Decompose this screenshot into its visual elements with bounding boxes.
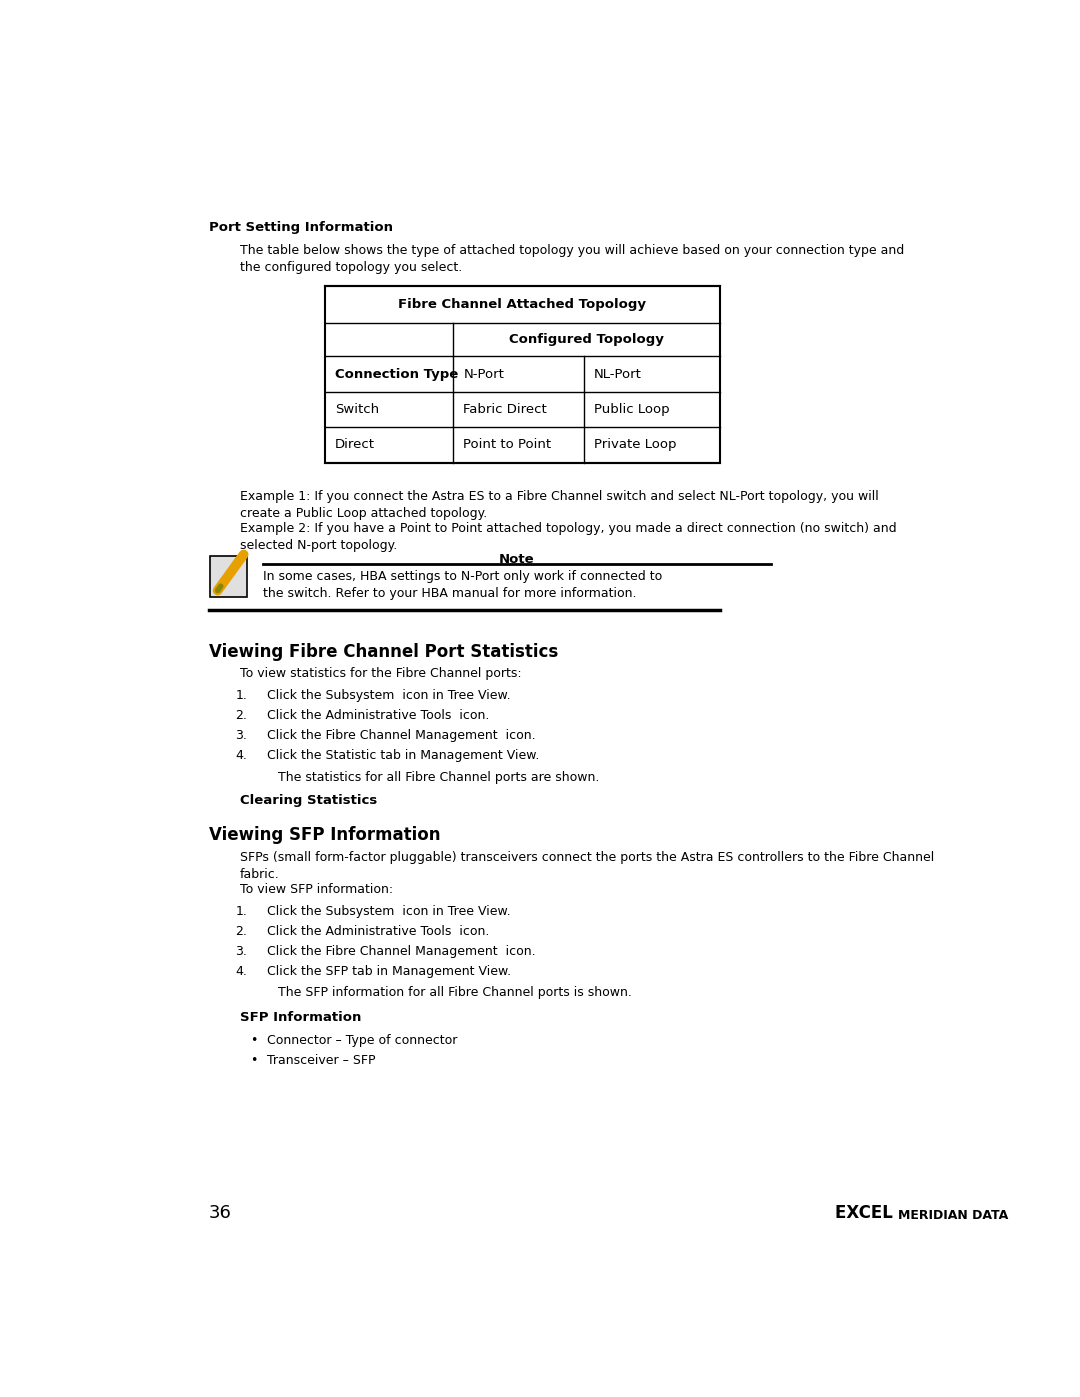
Text: Transceiver – SFP: Transceiver – SFP [267, 1053, 375, 1067]
Text: Private Loop: Private Loop [594, 439, 676, 451]
Text: Switch: Switch [335, 402, 379, 416]
Text: Click the Administrative Tools  icon.: Click the Administrative Tools icon. [267, 708, 489, 722]
Text: The SFP information for all Fibre Channel ports is shown.: The SFP information for all Fibre Channe… [279, 986, 632, 999]
Text: Click the Fibre Channel Management  icon.: Click the Fibre Channel Management icon. [267, 729, 536, 742]
Text: In some cases, HBA settings to N-Port only work if connected to
the switch. Refe: In some cases, HBA settings to N-Port on… [262, 570, 662, 601]
Text: Public Loop: Public Loop [594, 402, 670, 416]
Bar [211, 556, 247, 597]
Text: •: • [249, 1053, 257, 1067]
Text: 2.: 2. [235, 925, 247, 937]
Text: 1.: 1. [235, 689, 247, 701]
Bar [325, 286, 720, 462]
Text: Example 1: If you connect the Astra ES to a Fibre Channel switch and select NL-P: Example 1: If you connect the Astra ES t… [240, 489, 878, 520]
Text: The statistics for all Fibre Channel ports are shown.: The statistics for all Fibre Channel por… [279, 771, 599, 784]
Text: Connector – Type of connector: Connector – Type of connector [267, 1034, 457, 1046]
Text: N-Port: N-Port [463, 367, 504, 380]
Text: Click the Subsystem  icon in Tree View.: Click the Subsystem icon in Tree View. [267, 689, 511, 701]
Text: Port Setting Information: Port Setting Information [208, 221, 393, 233]
Text: Viewing SFP Information: Viewing SFP Information [208, 826, 441, 844]
Text: 4.: 4. [235, 749, 247, 761]
Text: 36: 36 [208, 1204, 231, 1222]
Text: SFP Information: SFP Information [240, 1011, 361, 1024]
Text: Click the Subsystem  icon in Tree View.: Click the Subsystem icon in Tree View. [267, 904, 511, 918]
Text: Fibre Channel Attached Topology: Fibre Channel Attached Topology [399, 298, 647, 312]
Text: Click the Fibre Channel Management  icon.: Click the Fibre Channel Management icon. [267, 944, 536, 957]
Text: EXCEL: EXCEL [835, 1204, 899, 1222]
Text: 3.: 3. [235, 729, 247, 742]
Text: Click the Statistic tab in Management View.: Click the Statistic tab in Management Vi… [267, 749, 539, 761]
Text: Point to Point: Point to Point [463, 439, 552, 451]
Text: Direct: Direct [335, 439, 375, 451]
Text: 4.: 4. [235, 964, 247, 978]
Text: Note: Note [499, 553, 535, 566]
Text: Viewing Fibre Channel Port Statistics: Viewing Fibre Channel Port Statistics [208, 643, 558, 661]
Text: Example 2: If you have a Point to Point attached topology, you made a direct con: Example 2: If you have a Point to Point … [240, 522, 896, 552]
Text: 2.: 2. [235, 708, 247, 722]
Text: To view statistics for the Fibre Channel ports:: To view statistics for the Fibre Channel… [240, 668, 522, 680]
Text: Connection Type: Connection Type [335, 367, 458, 380]
Text: Fabric Direct: Fabric Direct [463, 402, 548, 416]
Text: Clearing Statistics: Clearing Statistics [240, 793, 377, 806]
Text: 3.: 3. [235, 944, 247, 957]
Text: •: • [249, 1034, 257, 1046]
Text: SFPs (small form-factor pluggable) transceivers connect the ports the Astra ES c: SFPs (small form-factor pluggable) trans… [240, 851, 934, 880]
Text: MERIDIAN DATA: MERIDIAN DATA [899, 1208, 1009, 1222]
Text: The table below shows the type of attached topology you will achieve based on yo: The table below shows the type of attach… [240, 244, 904, 274]
Text: Click the SFP tab in Management View.: Click the SFP tab in Management View. [267, 964, 511, 978]
Text: To view SFP information:: To view SFP information: [240, 883, 393, 895]
Text: NL-Port: NL-Port [594, 367, 642, 380]
Text: Configured Topology: Configured Topology [510, 334, 664, 346]
Text: Click the Administrative Tools  icon.: Click the Administrative Tools icon. [267, 925, 489, 937]
Text: 1.: 1. [235, 904, 247, 918]
